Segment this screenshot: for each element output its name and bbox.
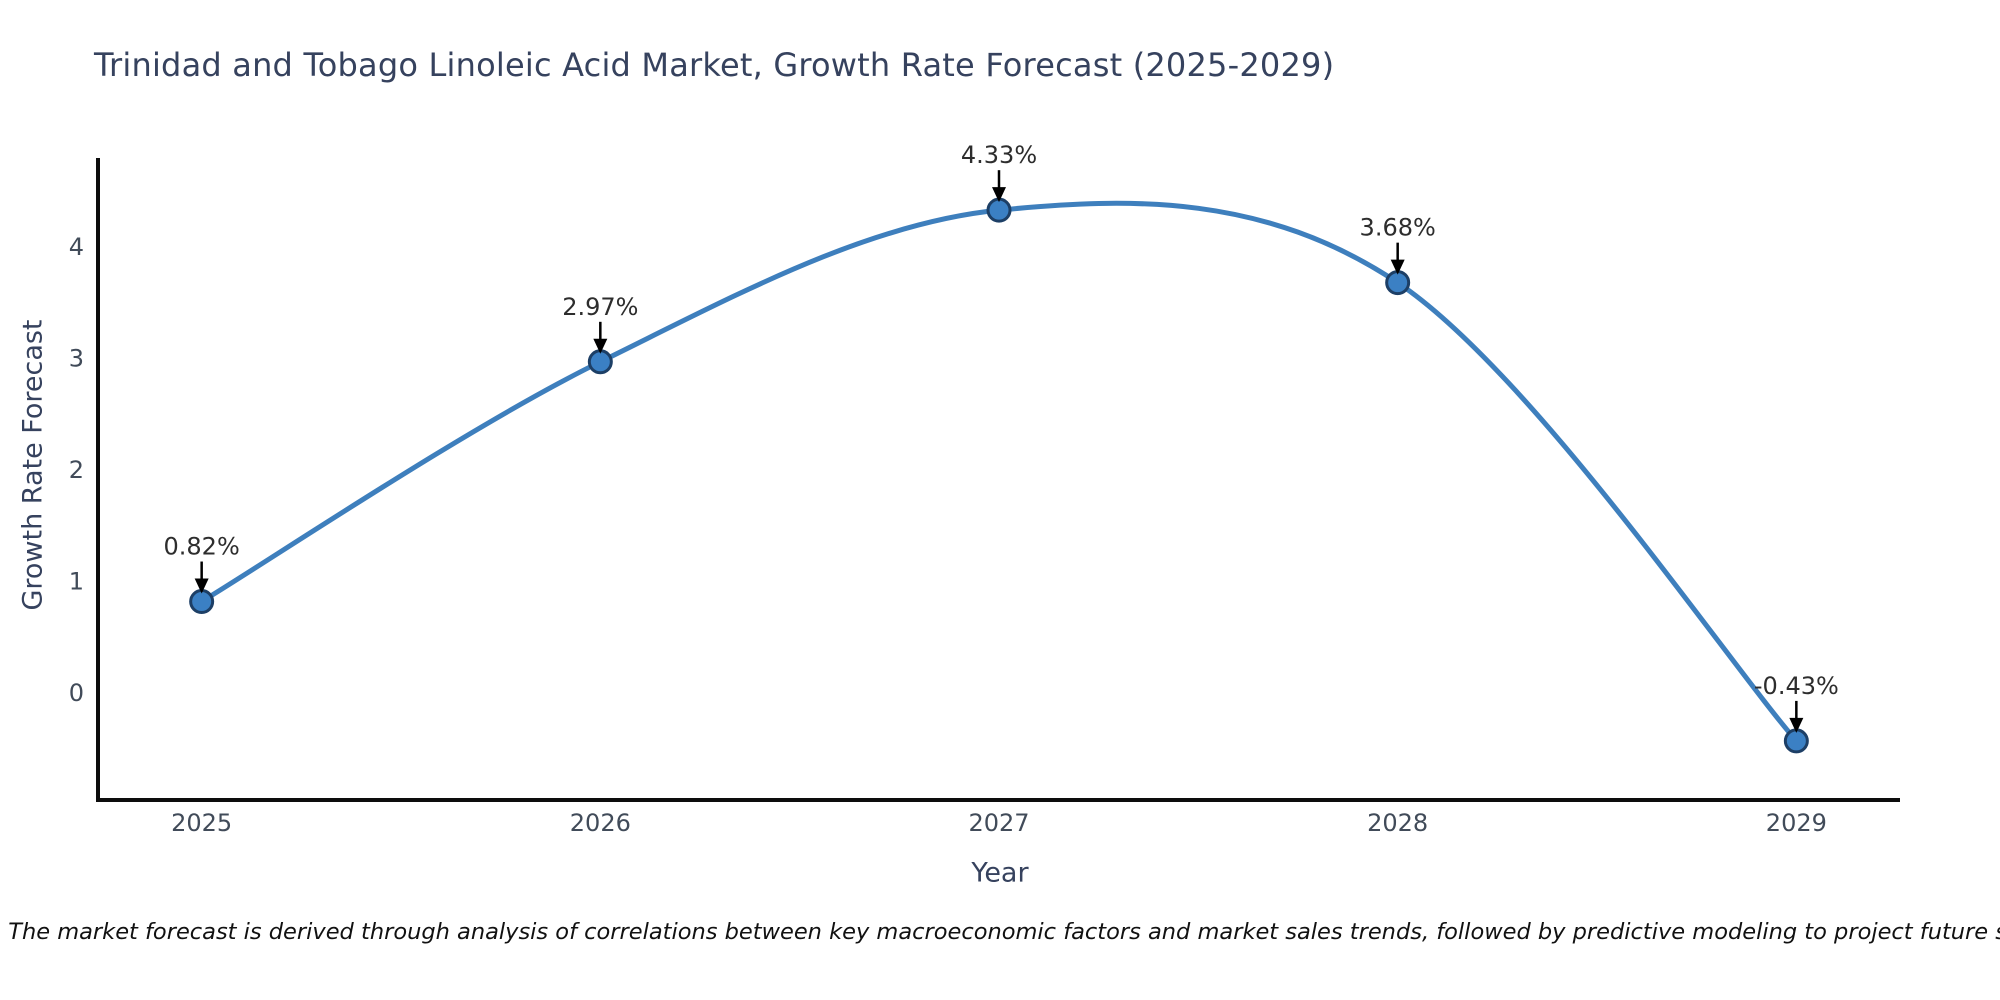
annotation-label-2028: 3.68%: [1360, 214, 1436, 242]
data-point-2029: [1783, 728, 1809, 754]
annotation-arrow-head: [593, 338, 608, 354]
y-tick-label: 4: [69, 233, 84, 261]
y-tick-label: 2: [69, 456, 84, 484]
y-tick-label: 3: [69, 344, 84, 372]
data-point-2025: [189, 589, 215, 615]
annotation-label-2027: 4.33%: [961, 141, 1037, 169]
y-axis-title: Growth Rate Forecast: [17, 319, 49, 611]
x-tick-label: 2027: [968, 809, 1029, 837]
data-point-2027: [986, 197, 1012, 223]
x-tick-label: 2025: [171, 809, 232, 837]
annotation-label-2025: 0.82%: [164, 533, 240, 561]
annotation-arrow-head: [1789, 717, 1804, 733]
x-axis-title: Year: [971, 857, 1029, 889]
chart-title: Trinidad and Tobago Linoleic Acid Market…: [94, 46, 1335, 84]
data-point-2026: [587, 349, 613, 375]
footnote: Note: The market forecast is derived thr…: [0, 919, 2000, 945]
annotation-arrow-head: [1390, 259, 1405, 275]
data-point-2028: [1385, 270, 1411, 296]
y-tick-label: 0: [69, 679, 84, 707]
annotation-arrow-head: [992, 187, 1006, 203]
y-tick-label: 1: [69, 567, 84, 595]
x-tick-label: 2026: [570, 809, 631, 837]
x-tick-label: 2028: [1367, 809, 1428, 837]
annotation-arrow-head: [194, 578, 209, 594]
annotation-label-2026: 2.97%: [562, 293, 638, 321]
annotation-label-2029: -0.43%: [1754, 672, 1839, 700]
trend-line: [199, 200, 1799, 744]
x-tick-label: 2029: [1766, 809, 1827, 837]
